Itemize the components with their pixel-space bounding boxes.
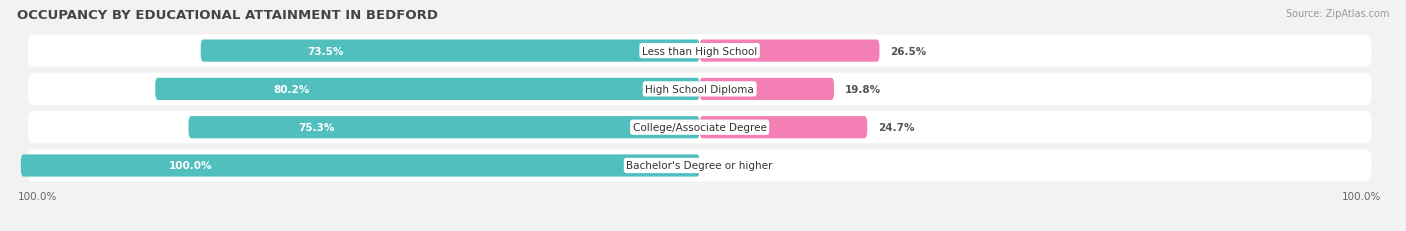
- Text: 26.5%: 26.5%: [890, 46, 927, 56]
- FancyBboxPatch shape: [700, 40, 880, 62]
- FancyBboxPatch shape: [155, 79, 700, 100]
- FancyBboxPatch shape: [28, 73, 1372, 106]
- FancyBboxPatch shape: [28, 35, 1372, 67]
- Text: 80.2%: 80.2%: [273, 85, 309, 94]
- FancyBboxPatch shape: [700, 117, 868, 139]
- Text: Less than High School: Less than High School: [643, 46, 758, 56]
- Text: 100.0%: 100.0%: [1341, 191, 1381, 201]
- FancyBboxPatch shape: [201, 40, 700, 62]
- Text: 0.0%: 0.0%: [710, 161, 740, 171]
- Text: College/Associate Degree: College/Associate Degree: [633, 123, 766, 133]
- Text: OCCUPANCY BY EDUCATIONAL ATTAINMENT IN BEDFORD: OCCUPANCY BY EDUCATIONAL ATTAINMENT IN B…: [17, 9, 437, 22]
- Text: Bachelor's Degree or higher: Bachelor's Degree or higher: [627, 161, 773, 171]
- Text: 75.3%: 75.3%: [298, 123, 335, 133]
- FancyBboxPatch shape: [28, 150, 1372, 182]
- Text: 100.0%: 100.0%: [18, 191, 58, 201]
- Text: Source: ZipAtlas.com: Source: ZipAtlas.com: [1285, 9, 1389, 19]
- Text: 19.8%: 19.8%: [845, 85, 882, 94]
- Text: 24.7%: 24.7%: [879, 123, 915, 133]
- Text: 100.0%: 100.0%: [169, 161, 212, 171]
- FancyBboxPatch shape: [188, 117, 700, 139]
- Text: High School Diploma: High School Diploma: [645, 85, 754, 94]
- FancyBboxPatch shape: [28, 112, 1372, 144]
- Text: 73.5%: 73.5%: [308, 46, 343, 56]
- FancyBboxPatch shape: [700, 79, 834, 100]
- FancyBboxPatch shape: [21, 155, 700, 177]
